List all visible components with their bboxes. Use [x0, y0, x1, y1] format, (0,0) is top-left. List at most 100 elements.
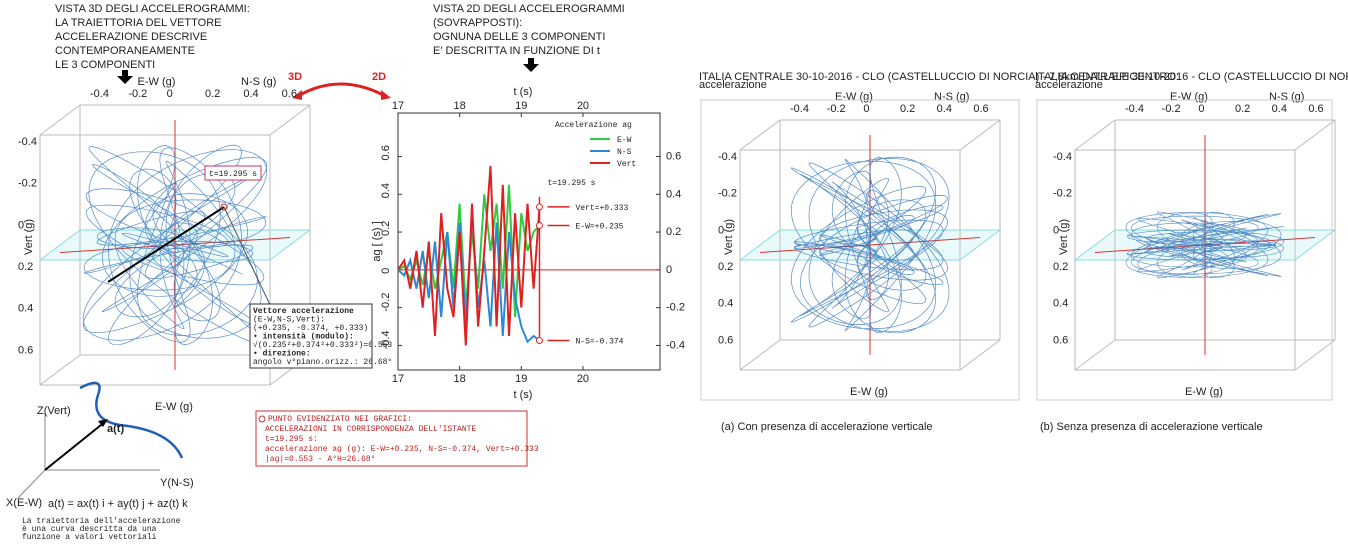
y-tick-label: 0	[380, 268, 392, 274]
axis-tick-label: 0.6	[973, 103, 988, 115]
axis-tick-label: -0.2	[1162, 103, 1181, 115]
decor-line	[1294, 339, 1336, 371]
highlight-point	[535, 221, 543, 229]
panel-subtitle: accelerazione	[699, 79, 767, 91]
formula: a(t) = ax(t) i + ay(t) j + az(t) k	[48, 498, 188, 510]
axis-tick-label: 0.2	[18, 261, 33, 273]
panel-frame	[700, 99, 1020, 401]
vector-box-line: • direzione:	[253, 350, 311, 359]
decor-line	[959, 119, 1001, 151]
axis-tick-label: -0.4	[90, 88, 109, 100]
annotation: N-S=-0.374	[575, 338, 623, 347]
y-tick-label: 0.2	[380, 221, 392, 236]
marker	[220, 203, 228, 211]
vector-box-line: (+0.235, -0.374, +0.333)	[253, 324, 368, 333]
header-text: LA TRAIETTORIA DEL VETTORE	[55, 17, 221, 29]
annotation: Vert=+0.333	[575, 204, 628, 213]
highlight-line: accelerazione ag (g): E-W=+0.235, N-S=-0…	[265, 445, 539, 454]
axis-tick-label: 0.2	[205, 88, 220, 100]
panel-caption: (b) Senza presenza di accelerazione vert…	[1040, 421, 1263, 433]
header-text: CONTEMPORANEAMENTE	[55, 45, 195, 57]
axis-tick-label: 0	[1198, 103, 1204, 115]
marker-label: t=19.295 s	[209, 170, 257, 179]
decor-line	[739, 119, 781, 151]
box-icon	[258, 415, 266, 423]
panel-frame	[1036, 99, 1333, 401]
switch-label: 2D	[372, 71, 386, 83]
y-tick-label: 0.6	[380, 145, 392, 160]
axis-tick-label: 0.6	[1053, 334, 1068, 346]
axis-tick-label: 0.6	[1308, 103, 1323, 115]
panel-title: ITALIA CENTRALE 30-10-2016 - CLO (CASTEL…	[699, 71, 1179, 83]
down-arrow	[523, 58, 539, 72]
marker-arrow	[107, 206, 225, 283]
axis-tick-label: 0	[863, 103, 869, 115]
axis-name: Z(Vert)	[37, 405, 71, 417]
axis-x	[17, 469, 46, 499]
axis-tick-label: -0.2	[1053, 188, 1072, 200]
x-tick-label: 17	[392, 373, 404, 385]
decor-line	[1074, 339, 1116, 371]
axis-tick-label: -0.2	[128, 88, 147, 100]
axis-tick-label: 0.4	[18, 303, 33, 315]
axis-tick-label: 0.6	[18, 344, 33, 356]
axis-name: Y(N-S)	[160, 477, 194, 489]
axis-tick-label: -0.2	[827, 103, 846, 115]
y-tick-label: 0.2	[666, 226, 681, 238]
vector-box-line: √(0.235²+0.374²+0.333²)=0.553	[253, 340, 392, 350]
x-axis-label: t (s)	[514, 86, 533, 98]
axis-tick-label: 0.6	[718, 334, 733, 346]
decor-line	[959, 339, 1001, 371]
highlight-line: PUNTO EVIDENZIATO NEI GRAFICI:	[268, 415, 412, 424]
panel-title: ITALIA CENTRALE 30-10-2016 - CLO (CASTEL…	[1035, 71, 1348, 83]
decor-line	[39, 354, 81, 386]
axis-tick-label: 0.6	[282, 88, 297, 100]
vector-curve	[79, 381, 184, 459]
header-text: OGNUNA DELLE 3 COMPONENTI	[433, 31, 605, 43]
axis-tick-label: -0.4	[1053, 151, 1072, 163]
y-axis-label: ag [ (s) ]	[371, 221, 383, 261]
axis-tick-label: -0.4	[718, 151, 737, 163]
x-tick-label: 17	[392, 100, 404, 112]
decor-line	[223, 206, 271, 306]
axis-tick-label: 0	[18, 219, 24, 231]
decor-line	[739, 339, 781, 371]
panel-subtitle: accelerazione	[1035, 79, 1103, 91]
header-text: (SOVRAPPOSTI):	[433, 17, 522, 29]
caption-line: funzione a valori vettoriali	[22, 533, 157, 542]
arrow-head	[292, 90, 391, 100]
axis-tick-label: 0.4	[243, 88, 258, 100]
vector-arrow	[44, 420, 107, 471]
marker-box	[204, 165, 262, 181]
axis-tick-label: -0.4	[1125, 103, 1144, 115]
axis-label: Vert (g)	[723, 219, 735, 255]
caption-line: La traiettoria dell'accelerazione	[22, 517, 181, 526]
decor-line	[59, 237, 291, 253]
axis-label: N-S (g)	[934, 91, 969, 103]
down-arrow	[117, 70, 133, 84]
axis-tick-label: 0	[1053, 224, 1059, 236]
axis-label: Vert (g)	[23, 219, 35, 255]
trajectory	[790, 156, 950, 334]
axis-tick-label: 0.2	[1053, 261, 1068, 273]
switch-label: 3D	[288, 71, 302, 83]
x-axis-label: t (s)	[514, 389, 533, 401]
legend-label: Vert	[617, 160, 636, 169]
decor-line	[39, 104, 81, 136]
legend-label: N-S	[617, 148, 632, 157]
x-tick-label: 19	[515, 100, 527, 112]
header-text: VISTA 2D DEGLI ACCELEROGRAMMI	[433, 3, 625, 15]
axis-tick-label: -0.2	[18, 178, 37, 190]
axis-tick-label: 0.4	[1272, 103, 1287, 115]
axis-tick-label: 0.2	[718, 261, 733, 273]
annotation: t=19.295 s	[547, 179, 595, 188]
x-tick-label: 20	[577, 373, 589, 385]
trajectory	[82, 144, 268, 346]
header-text: ACCELERAZIONE DESCRIVE	[55, 31, 207, 43]
y-tick-label: -0.4	[380, 330, 392, 349]
axis-label: N-S (g)	[241, 76, 276, 88]
axis-label: Vert (g)	[1058, 219, 1070, 255]
x-tick-label: 18	[454, 373, 466, 385]
y-tick-label: -0.2	[380, 293, 392, 312]
